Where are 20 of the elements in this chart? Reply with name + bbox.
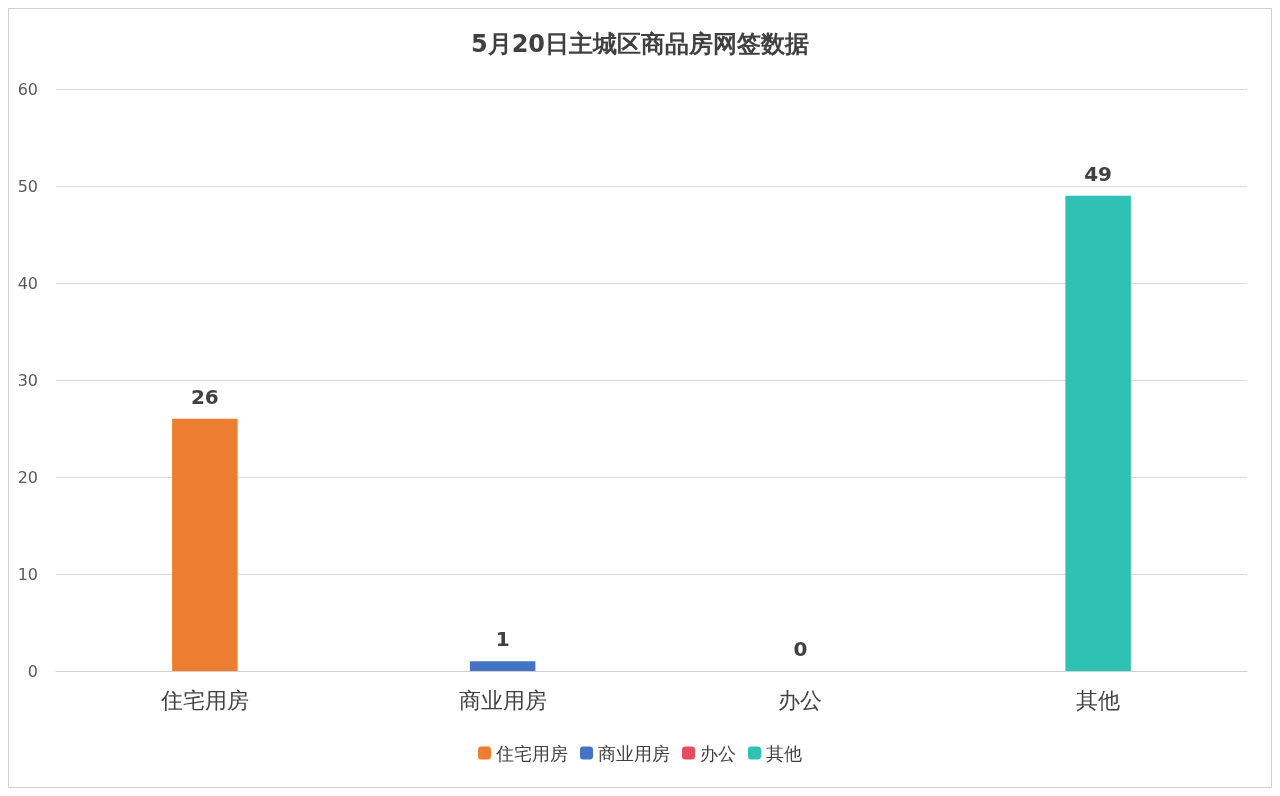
legend-label: 住宅用房	[495, 742, 568, 764]
y-tick-label: 50	[17, 176, 38, 196]
x-tick-label: 住宅用房	[159, 687, 249, 713]
x-tick-label: 其他	[1076, 687, 1121, 713]
y-tick-label: 30	[17, 370, 38, 390]
data-label: 1	[495, 627, 510, 652]
data-label: 0	[793, 637, 808, 661]
y-tick-label: 20	[17, 467, 38, 487]
data-label: 26	[190, 384, 219, 409]
y-tick-label: 10	[17, 564, 38, 584]
x-tick-label: 办公	[778, 687, 823, 713]
y-tick-label: 60	[17, 79, 38, 99]
chart-title: 5月20日主城区商品房网签数据	[470, 30, 810, 58]
y-tick-label: 0	[27, 661, 38, 681]
x-tick-label: 商业用房	[458, 687, 547, 713]
y-tick-label: 40	[17, 273, 38, 293]
data-label: 49	[1084, 161, 1113, 186]
legend-label: 办公	[700, 742, 736, 764]
legend-label: 其他	[766, 742, 802, 764]
legend-label: 商业用房	[598, 742, 670, 764]
